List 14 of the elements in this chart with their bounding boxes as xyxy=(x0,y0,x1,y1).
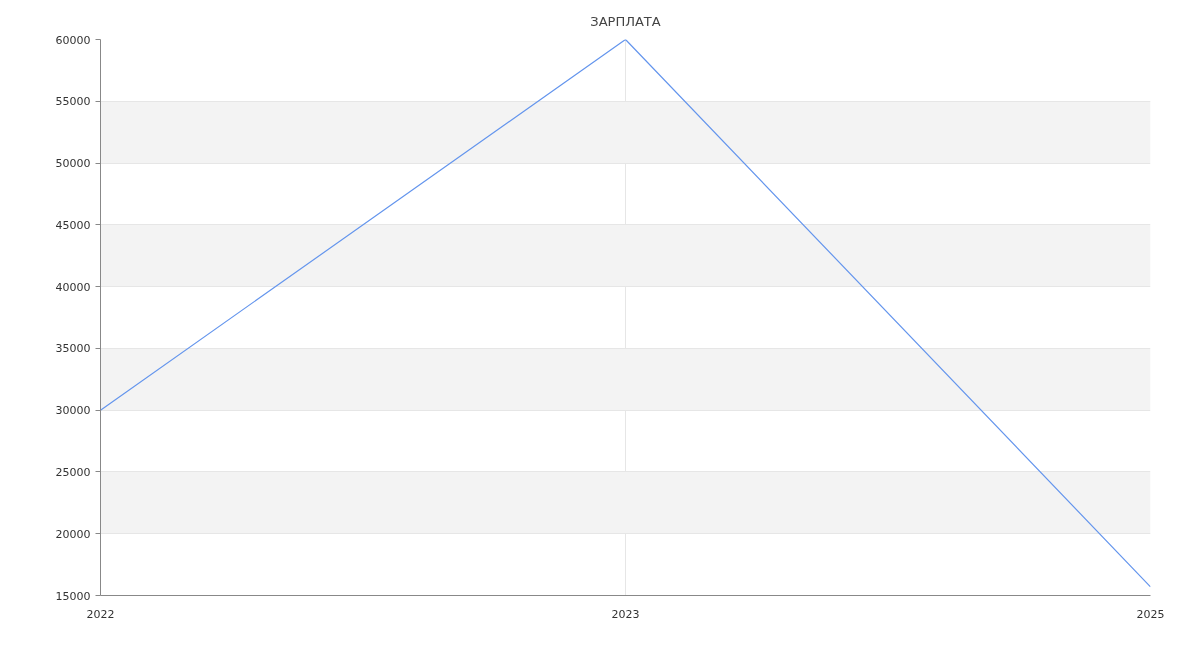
y-tick-label: 40000 xyxy=(55,280,91,294)
chart-title: ЗАРПЛАТА xyxy=(590,13,661,29)
y-tick-label: 45000 xyxy=(55,218,91,232)
y-tick-label: 20000 xyxy=(55,527,91,541)
x-tick-label: 2025 xyxy=(1136,607,1165,621)
y-tick-label: 60000 xyxy=(55,33,91,47)
y-tick-label: 55000 xyxy=(55,95,91,109)
y-tick-label: 50000 xyxy=(55,157,91,171)
y-tick-label: 25000 xyxy=(55,465,91,479)
y-tick-label: 15000 xyxy=(55,589,91,603)
y-tick-label: 35000 xyxy=(55,342,91,356)
y-tick-label: 30000 xyxy=(55,404,91,418)
x-tick-label: 2023 xyxy=(611,607,640,621)
x-tick-label: 2022 xyxy=(86,607,115,621)
